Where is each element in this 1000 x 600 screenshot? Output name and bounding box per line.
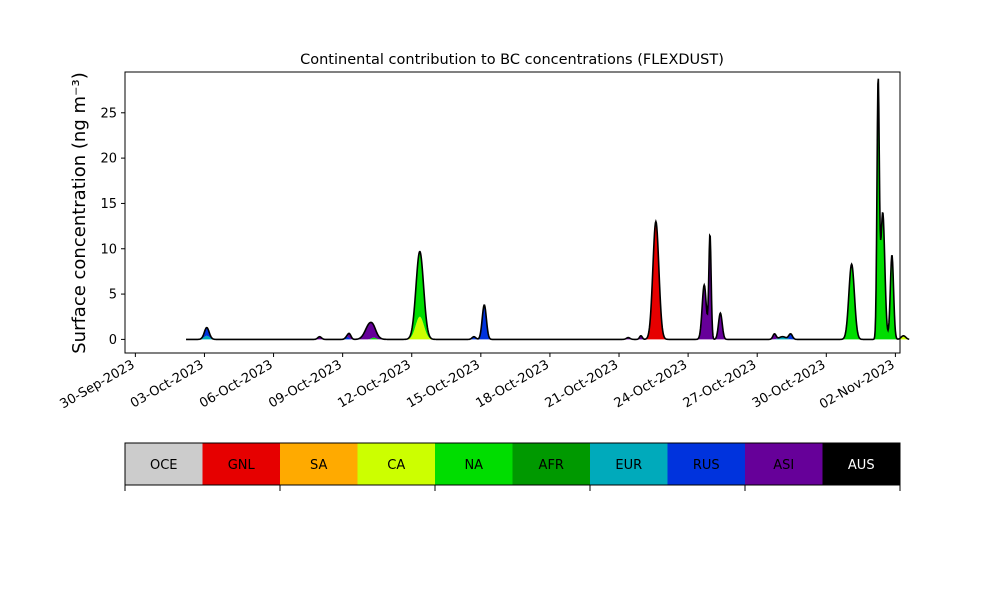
legend-label: AFR xyxy=(539,458,564,473)
stacked-areas xyxy=(186,78,910,340)
total-line xyxy=(186,78,910,341)
chart-title: Continental contribution to BC concentra… xyxy=(300,52,724,68)
x-tick-label: 03-Oct-2023 xyxy=(128,357,206,411)
legend-frame xyxy=(124,442,901,486)
x-tick-label: 21-Oct-2023 xyxy=(543,357,621,411)
legend-swatch-gnl xyxy=(202,443,281,485)
y-tick-label: 25 xyxy=(100,106,117,121)
x-tick-label: 09-Oct-2023 xyxy=(266,357,344,411)
area-ca xyxy=(186,221,910,340)
legend-swatch-oce xyxy=(125,443,203,485)
legend-label: ASI xyxy=(773,458,794,473)
total-outline xyxy=(186,78,910,341)
x-tick-label: 06-Oct-2023 xyxy=(197,357,275,411)
legend-swatch-na xyxy=(435,443,513,485)
x-tick-label: 15-Oct-2023 xyxy=(404,357,482,411)
area-na xyxy=(186,78,910,340)
x-tick-label: 30-Oct-2023 xyxy=(750,357,828,411)
y-axis: 0 5 10 15 20 25 xyxy=(100,106,125,348)
region-colorbar: OCE GNL SA CA NA AFR EUR RUS ASI AUS xyxy=(124,442,901,491)
y-axis-label: Surface concentration (ng m⁻³) xyxy=(69,72,90,354)
area-gnl xyxy=(186,221,910,340)
y-tick-label: 0 xyxy=(109,333,117,348)
legend-swatch-asi xyxy=(745,443,823,485)
x-tick-label: 18-Oct-2023 xyxy=(474,357,552,411)
legend-label: EUR xyxy=(615,458,642,473)
area-rus xyxy=(186,78,910,340)
legend-label: RUS xyxy=(693,458,720,473)
legend-swatch-rus xyxy=(667,443,746,485)
legend-swatch-eur xyxy=(590,443,668,485)
y-tick-label: 10 xyxy=(100,242,117,257)
y-tick-label: 15 xyxy=(100,197,117,212)
area-asi xyxy=(186,78,910,340)
legend-swatch-sa xyxy=(280,443,358,485)
y-tick-label: 5 xyxy=(109,288,117,303)
x-tick-label: 12-Oct-2023 xyxy=(335,357,413,411)
legend-label: AUS xyxy=(848,458,875,473)
x-tick-label: 30-Sep-2023 xyxy=(58,357,138,412)
legend-label: GNL xyxy=(228,458,256,473)
x-tick-label: 24-Oct-2023 xyxy=(612,357,690,411)
y-tick-label: 20 xyxy=(100,152,117,167)
legend-swatch-aus xyxy=(822,443,901,485)
legend-swatch-afr xyxy=(512,443,591,485)
x-tick-label: 27-Oct-2023 xyxy=(681,357,759,411)
legend-label: NA xyxy=(464,458,483,473)
plot-frame xyxy=(124,71,901,354)
legend-swatch-ca xyxy=(357,443,436,485)
x-axis: 30-Sep-202303-Oct-202306-Oct-202309-Oct-… xyxy=(58,353,897,412)
legend-label: OCE xyxy=(150,458,178,473)
x-tick-label: 02-Nov-2023 xyxy=(817,357,897,412)
legend-label: CA xyxy=(387,458,405,473)
area-eur xyxy=(186,78,910,340)
legend-label: SA xyxy=(310,458,327,473)
